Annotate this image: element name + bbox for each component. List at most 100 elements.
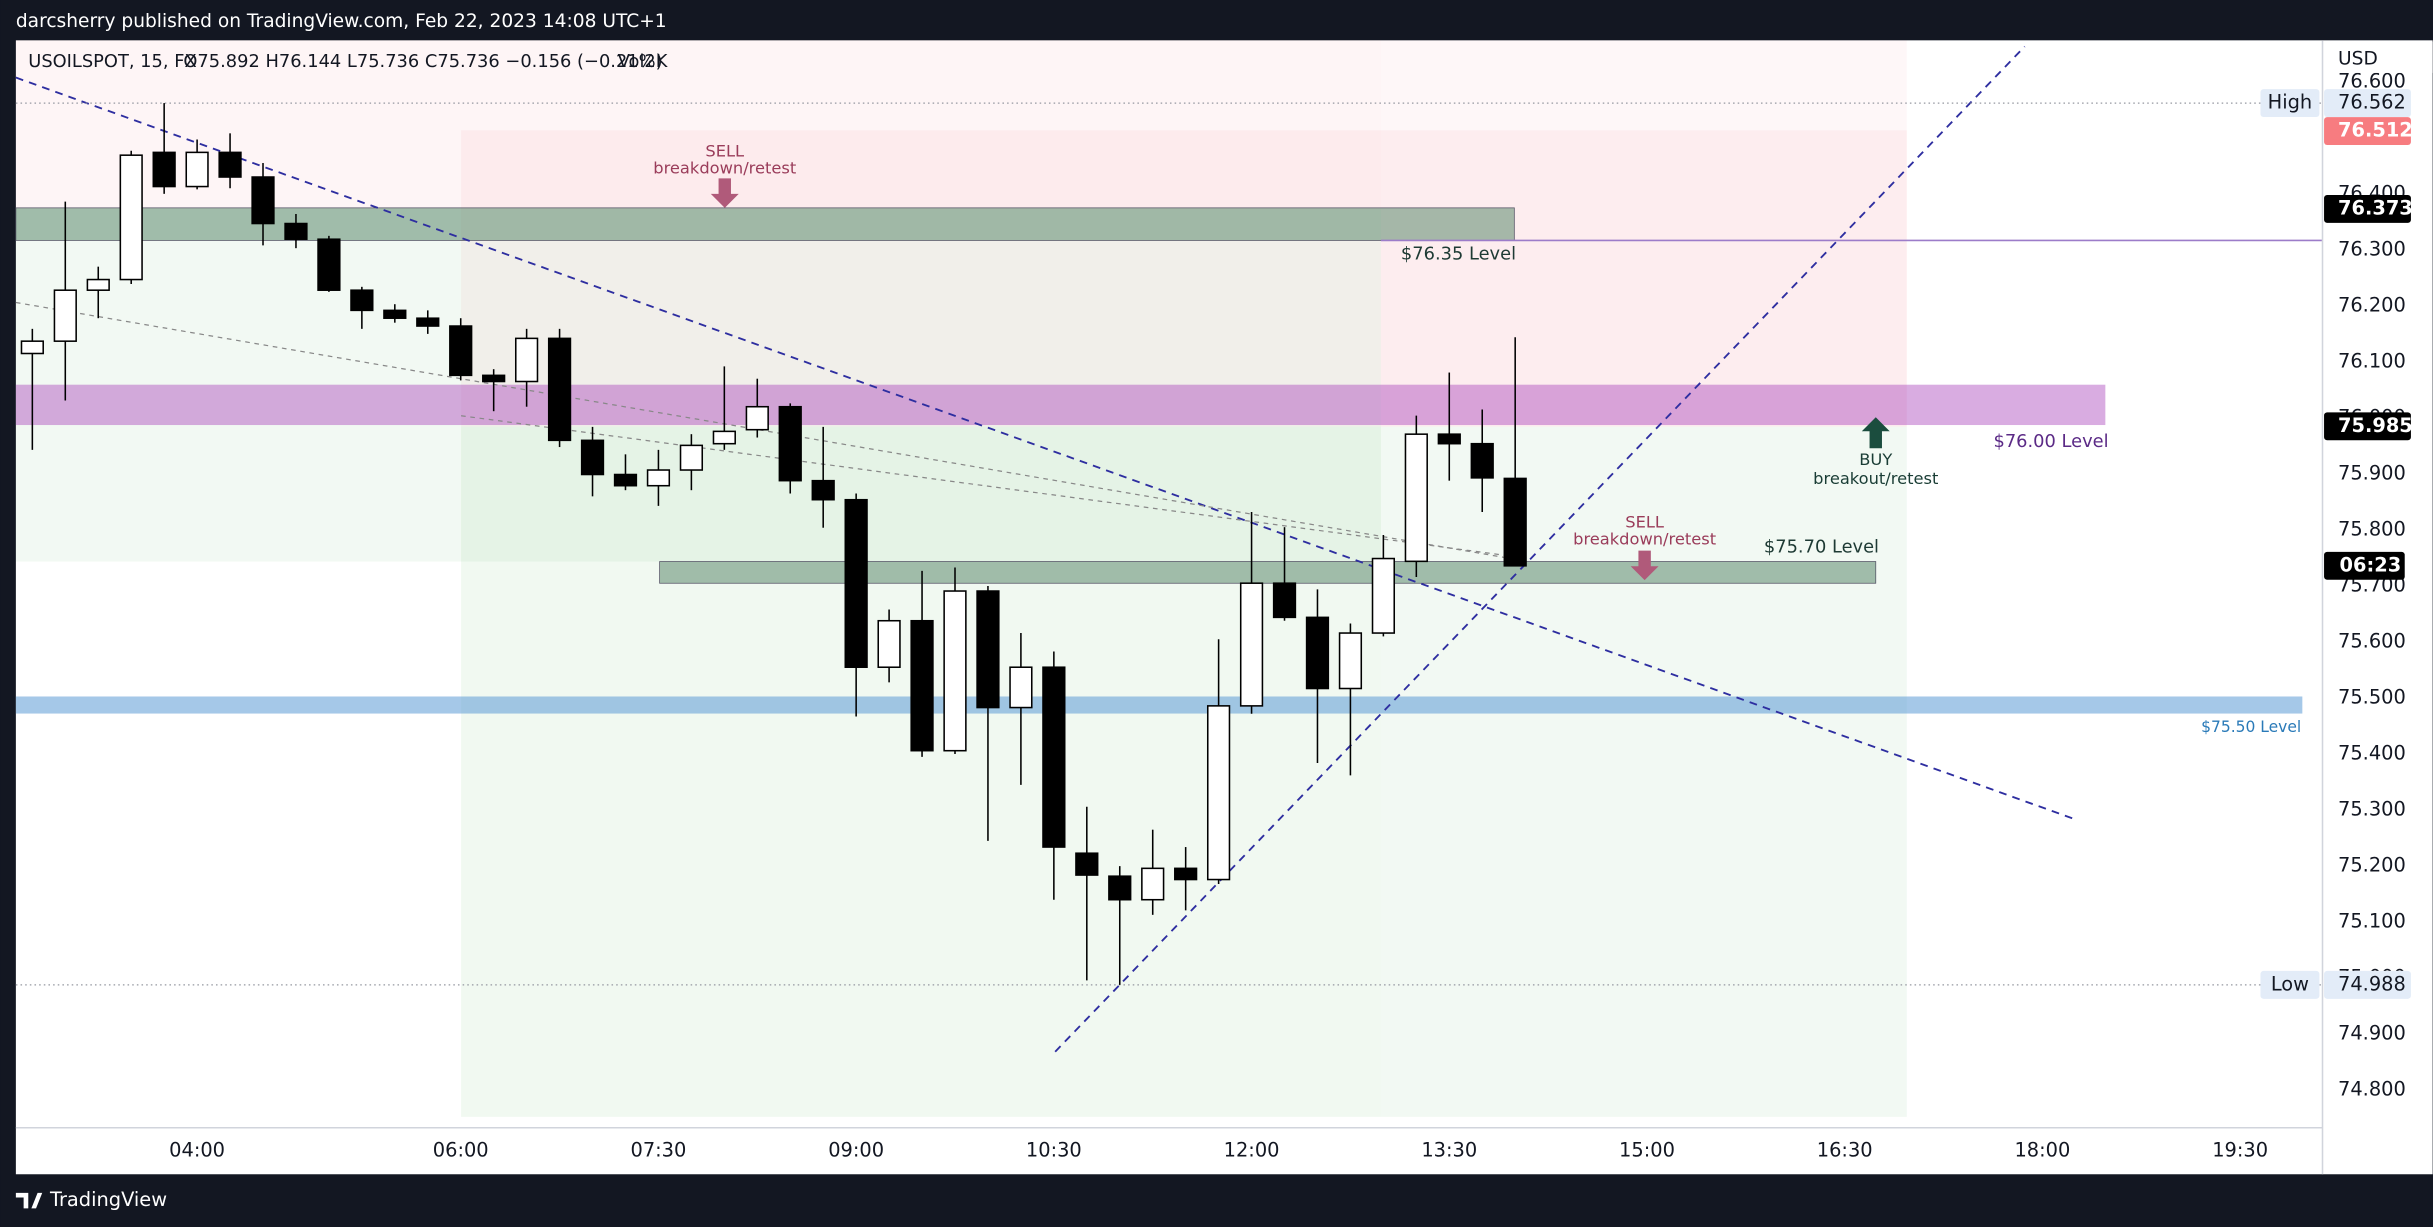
trend-line bbox=[460, 415, 1529, 560]
candle-body bbox=[185, 151, 209, 188]
trend-line bbox=[15, 76, 2075, 820]
candle-body bbox=[1371, 557, 1396, 634]
logo-mark bbox=[15, 1192, 43, 1209]
x-tick-label: 04:00 bbox=[169, 1138, 225, 1161]
annotation: breakout/retest bbox=[1813, 469, 1938, 488]
x-tick-label: 07:30 bbox=[631, 1138, 687, 1161]
price-badge-label: 76.512 bbox=[2338, 119, 2413, 142]
zone bbox=[15, 209, 1381, 562]
currency-bg bbox=[2324, 41, 2433, 73]
candle-body bbox=[1470, 442, 1494, 479]
tag-label: High bbox=[2268, 91, 2313, 114]
level-band bbox=[659, 561, 1877, 584]
candle-body bbox=[482, 374, 506, 383]
y-tick-label: 75.500 bbox=[2338, 686, 2406, 709]
candle-body bbox=[811, 479, 835, 501]
candle-body bbox=[1042, 666, 1066, 848]
volume: Vol2K bbox=[618, 51, 669, 72]
candle-body bbox=[976, 590, 1000, 709]
tag-label: Low bbox=[2271, 972, 2309, 995]
zone bbox=[1380, 426, 1907, 1117]
candle-body bbox=[1075, 852, 1099, 876]
x-tick-label: 16:30 bbox=[1817, 1138, 1873, 1161]
y-tick-label: 75.300 bbox=[2338, 798, 2406, 821]
y-tick-label: 76.200 bbox=[2338, 293, 2406, 316]
annotation: breakdown/retest bbox=[1573, 529, 1716, 548]
currency: USD bbox=[2338, 48, 2378, 69]
x-tick-label: 13:30 bbox=[1421, 1138, 1477, 1161]
tag-badge bbox=[2260, 970, 2320, 999]
tag-badge bbox=[2260, 89, 2320, 118]
candle-body bbox=[284, 222, 308, 240]
candle-body bbox=[877, 619, 901, 668]
candle-body bbox=[745, 405, 769, 431]
candle-body bbox=[646, 469, 671, 487]
x-tick-label: 06:00 bbox=[433, 1138, 489, 1161]
countdown-label: 06:23 bbox=[2340, 553, 2402, 576]
candle-body bbox=[449, 325, 473, 377]
candle-body bbox=[1174, 867, 1198, 881]
buy-arrow bbox=[1861, 417, 1890, 449]
candle-body bbox=[1338, 632, 1363, 690]
price-badge-label: 75.985 bbox=[2338, 414, 2413, 437]
annotation: SELL bbox=[705, 142, 744, 161]
annotation: $75.70 Level bbox=[1764, 537, 1879, 558]
candle-body bbox=[844, 498, 868, 668]
zone bbox=[461, 130, 1907, 427]
candle-body bbox=[119, 154, 143, 281]
y-tick-label: 75.800 bbox=[2338, 517, 2406, 540]
candle-body bbox=[1108, 875, 1132, 901]
candle-body bbox=[1239, 582, 1264, 707]
price-badge-label: 74.988 bbox=[2338, 972, 2406, 995]
candle-body bbox=[86, 278, 110, 291]
price-axis: 04:00 06:00 07:30 09:00 10:30 12:00 13:30 15:00… bbox=[169, 69, 2413, 1161]
price-badge-label: 76.373 bbox=[2338, 196, 2413, 219]
candle-body bbox=[679, 444, 704, 471]
y-tick-label: 76.600 bbox=[2338, 69, 2406, 92]
x-tick-label: 12:00 bbox=[1224, 1138, 1280, 1161]
candle-body bbox=[317, 238, 341, 291]
candle-body bbox=[1437, 433, 1461, 445]
candle-body bbox=[251, 176, 275, 225]
annotation: $75.50 Level bbox=[2201, 718, 2301, 736]
annotation: BUY bbox=[1859, 450, 1892, 469]
annotation: SELL bbox=[1625, 512, 1664, 531]
trend-line bbox=[1054, 45, 2026, 1053]
y-tick-label: 74.800 bbox=[2338, 1078, 2406, 1101]
y-tick-label: 76.300 bbox=[2338, 237, 2406, 260]
level-band bbox=[15, 207, 1515, 241]
y-tick-label: 75.100 bbox=[2338, 910, 2406, 933]
y-tick-label: 75.200 bbox=[2338, 854, 2406, 877]
annotation: breakdown/retest bbox=[653, 159, 796, 178]
annotation: $76.35 Level bbox=[1401, 243, 1516, 264]
trend-line bbox=[15, 301, 1529, 563]
zone bbox=[15, 40, 1381, 210]
candle-body bbox=[910, 619, 934, 752]
x-tick-label: 18:00 bbox=[2014, 1138, 2070, 1161]
candle-body bbox=[350, 289, 374, 312]
candle-body bbox=[53, 289, 77, 342]
candle-body bbox=[1305, 616, 1330, 690]
candle-body bbox=[580, 439, 605, 476]
y-tick-label: 76.100 bbox=[2338, 349, 2406, 372]
candle-body bbox=[778, 405, 802, 482]
y-tick-label: 75.600 bbox=[2338, 630, 2406, 653]
candle-body bbox=[1206, 705, 1231, 881]
sell-arrow bbox=[1630, 550, 1659, 581]
zone bbox=[461, 426, 1381, 1117]
candle-body bbox=[20, 340, 44, 355]
footer-brand: TradingView bbox=[49, 1188, 167, 1211]
level-band bbox=[15, 384, 2106, 426]
x-tick-label: 19:30 bbox=[2212, 1138, 2268, 1161]
candle-body bbox=[613, 473, 638, 487]
price-badge-label: 76.562 bbox=[2338, 91, 2406, 114]
candle-body bbox=[514, 337, 539, 383]
y-tick-label: 75.900 bbox=[2338, 461, 2406, 484]
candle-body bbox=[152, 151, 176, 188]
plot bbox=[15, 102, 2323, 986]
countdown-badge bbox=[2324, 551, 2405, 580]
price-badge bbox=[2324, 89, 2411, 118]
annotations: SELL breakdown/retest $76.35 Level $76.0… bbox=[653, 142, 2301, 736]
